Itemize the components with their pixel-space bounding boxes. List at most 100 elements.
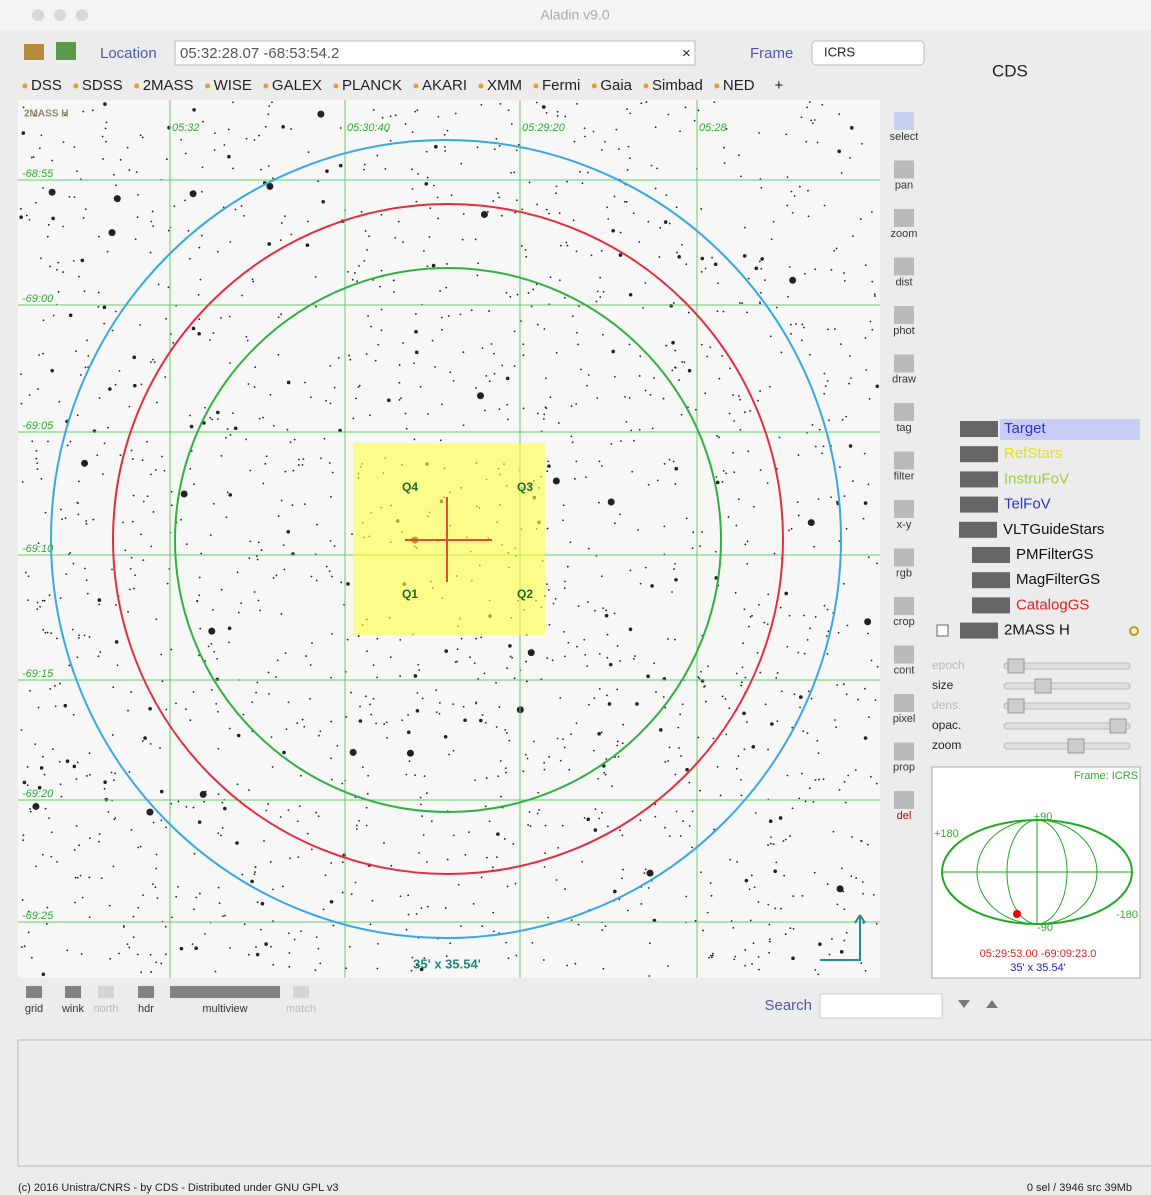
tool-label[interactable]: x-y <box>897 519 912 531</box>
bottom-tool-label[interactable]: match <box>286 1003 316 1015</box>
layer-icon[interactable] <box>960 471 998 488</box>
survey-button[interactable]: WISE <box>214 77 252 94</box>
layer-icon[interactable] <box>960 496 998 513</box>
survey-button[interactable]: Gaia <box>600 77 632 94</box>
frame-select[interactable] <box>811 40 925 66</box>
star <box>748 888 751 891</box>
tool-icon[interactable] <box>894 160 914 179</box>
tool-label[interactable]: cont <box>894 664 915 676</box>
tool-icon[interactable] <box>894 645 914 664</box>
star <box>700 208 703 210</box>
survey-button[interactable]: XMM <box>487 77 522 94</box>
survey-button[interactable]: Simbad <box>652 77 703 94</box>
bottom-tool-label[interactable]: wink <box>61 1003 85 1015</box>
slider-thumb[interactable] <box>1067 738 1085 754</box>
tool-label[interactable]: del <box>897 810 912 822</box>
tool-icon[interactable] <box>894 694 914 712</box>
layer-icon[interactable] <box>972 572 1010 589</box>
layer-name[interactable]: Target <box>1004 420 1047 437</box>
star <box>704 267 707 270</box>
survey-button[interactable]: + <box>775 77 784 94</box>
star <box>716 765 719 768</box>
star <box>197 820 202 824</box>
tool-icon[interactable] <box>894 354 914 373</box>
bottom-tool-label[interactable]: north <box>93 1003 118 1015</box>
tool-label[interactable]: phot <box>893 325 914 337</box>
tool-label[interactable]: prop <box>893 761 915 773</box>
tool-label[interactable]: filter <box>894 470 915 482</box>
open-icon[interactable] <box>24 44 44 60</box>
layer-name[interactable]: VLTGuideStars <box>1003 521 1104 538</box>
star <box>838 113 841 116</box>
tool-label[interactable]: pan <box>895 179 913 191</box>
tool-icon[interactable] <box>894 548 914 567</box>
tool-label[interactable]: draw <box>892 373 916 385</box>
tool-label[interactable]: crop <box>893 616 914 628</box>
bottom-tool-icon[interactable] <box>138 986 154 998</box>
bottom-tool-icon[interactable] <box>65 986 81 998</box>
bottom-tool-label[interactable]: multiview <box>202 1003 247 1015</box>
bottom-tool-icon[interactable] <box>98 986 114 998</box>
tool-icon[interactable] <box>894 306 914 324</box>
layer-icon[interactable] <box>960 446 998 463</box>
star <box>341 891 344 894</box>
bottom-tool-icon[interactable] <box>26 986 42 998</box>
layer-name[interactable]: CatalogGS <box>1016 596 1089 613</box>
layer-name[interactable]: RefStars <box>1004 445 1062 462</box>
save-icon[interactable] <box>56 42 76 60</box>
survey-button[interactable]: NED <box>723 77 755 94</box>
slider-thumb[interactable] <box>1034 678 1052 694</box>
tool-label[interactable]: rgb <box>896 567 912 579</box>
layer-name[interactable]: PMFilterGS <box>1016 546 1094 563</box>
layer-name[interactable]: TelFoV <box>1004 496 1051 513</box>
tool-icon[interactable] <box>894 742 914 761</box>
layer-icon[interactable] <box>959 521 997 538</box>
window-button[interactable] <box>32 9 44 21</box>
star <box>562 504 565 507</box>
bottom-tool-icon[interactable] <box>293 986 309 998</box>
tool-icon[interactable] <box>894 451 914 470</box>
star <box>843 272 845 274</box>
layer-icon[interactable] <box>972 597 1010 614</box>
layer-name[interactable]: InstruFoV <box>1004 470 1069 487</box>
tool-icon[interactable] <box>894 500 914 518</box>
tool-label[interactable]: pixel <box>893 713 916 725</box>
tool-icon[interactable] <box>894 403 914 421</box>
tool-label[interactable]: zoom <box>891 228 918 240</box>
survey-button[interactable]: DSS <box>31 77 62 94</box>
layer-icon[interactable] <box>960 421 998 437</box>
search-field[interactable] <box>819 993 943 1019</box>
star <box>667 638 670 640</box>
slider-thumb[interactable] <box>1109 718 1127 734</box>
tool-icon[interactable] <box>894 597 914 615</box>
tool-label[interactable]: dist <box>895 276 912 288</box>
survey-button[interactable]: 2MASS <box>143 77 194 94</box>
location-clear[interactable]: × <box>682 45 691 62</box>
tool-icon[interactable] <box>894 791 914 809</box>
bottom-tool-label[interactable]: grid <box>25 1003 43 1015</box>
slider-thumb[interactable] <box>1007 698 1025 714</box>
bottom-tool-icon[interactable] <box>170 986 280 998</box>
star <box>414 350 419 355</box>
slider-thumb[interactable] <box>1007 658 1025 674</box>
survey-button[interactable]: GALEX <box>272 77 322 94</box>
tool-icon[interactable] <box>894 209 914 227</box>
layer-icon[interactable] <box>960 622 998 639</box>
layer-icon[interactable] <box>972 547 1010 563</box>
layer-name[interactable]: 2MASS H <box>1004 622 1070 639</box>
tool-icon[interactable] <box>894 257 914 276</box>
survey-button[interactable]: SDSS <box>82 77 123 94</box>
bottom-tool-label[interactable]: hdr <box>138 1003 154 1015</box>
survey-button[interactable]: PLANCK <box>342 77 402 94</box>
survey-button[interactable]: AKARI <box>422 77 467 94</box>
window-button[interactable] <box>76 9 88 21</box>
survey-button[interactable]: Fermi <box>542 77 580 94</box>
window-button[interactable] <box>54 9 66 21</box>
star <box>569 541 572 544</box>
tool-label[interactable]: tag <box>896 422 911 434</box>
layer-name[interactable]: MagFilterGS <box>1016 571 1100 588</box>
layer-checkbox[interactable] <box>936 624 949 637</box>
tool-label[interactable]: select <box>890 131 919 143</box>
location-field[interactable] <box>174 40 696 66</box>
tool-icon[interactable] <box>894 112 914 130</box>
